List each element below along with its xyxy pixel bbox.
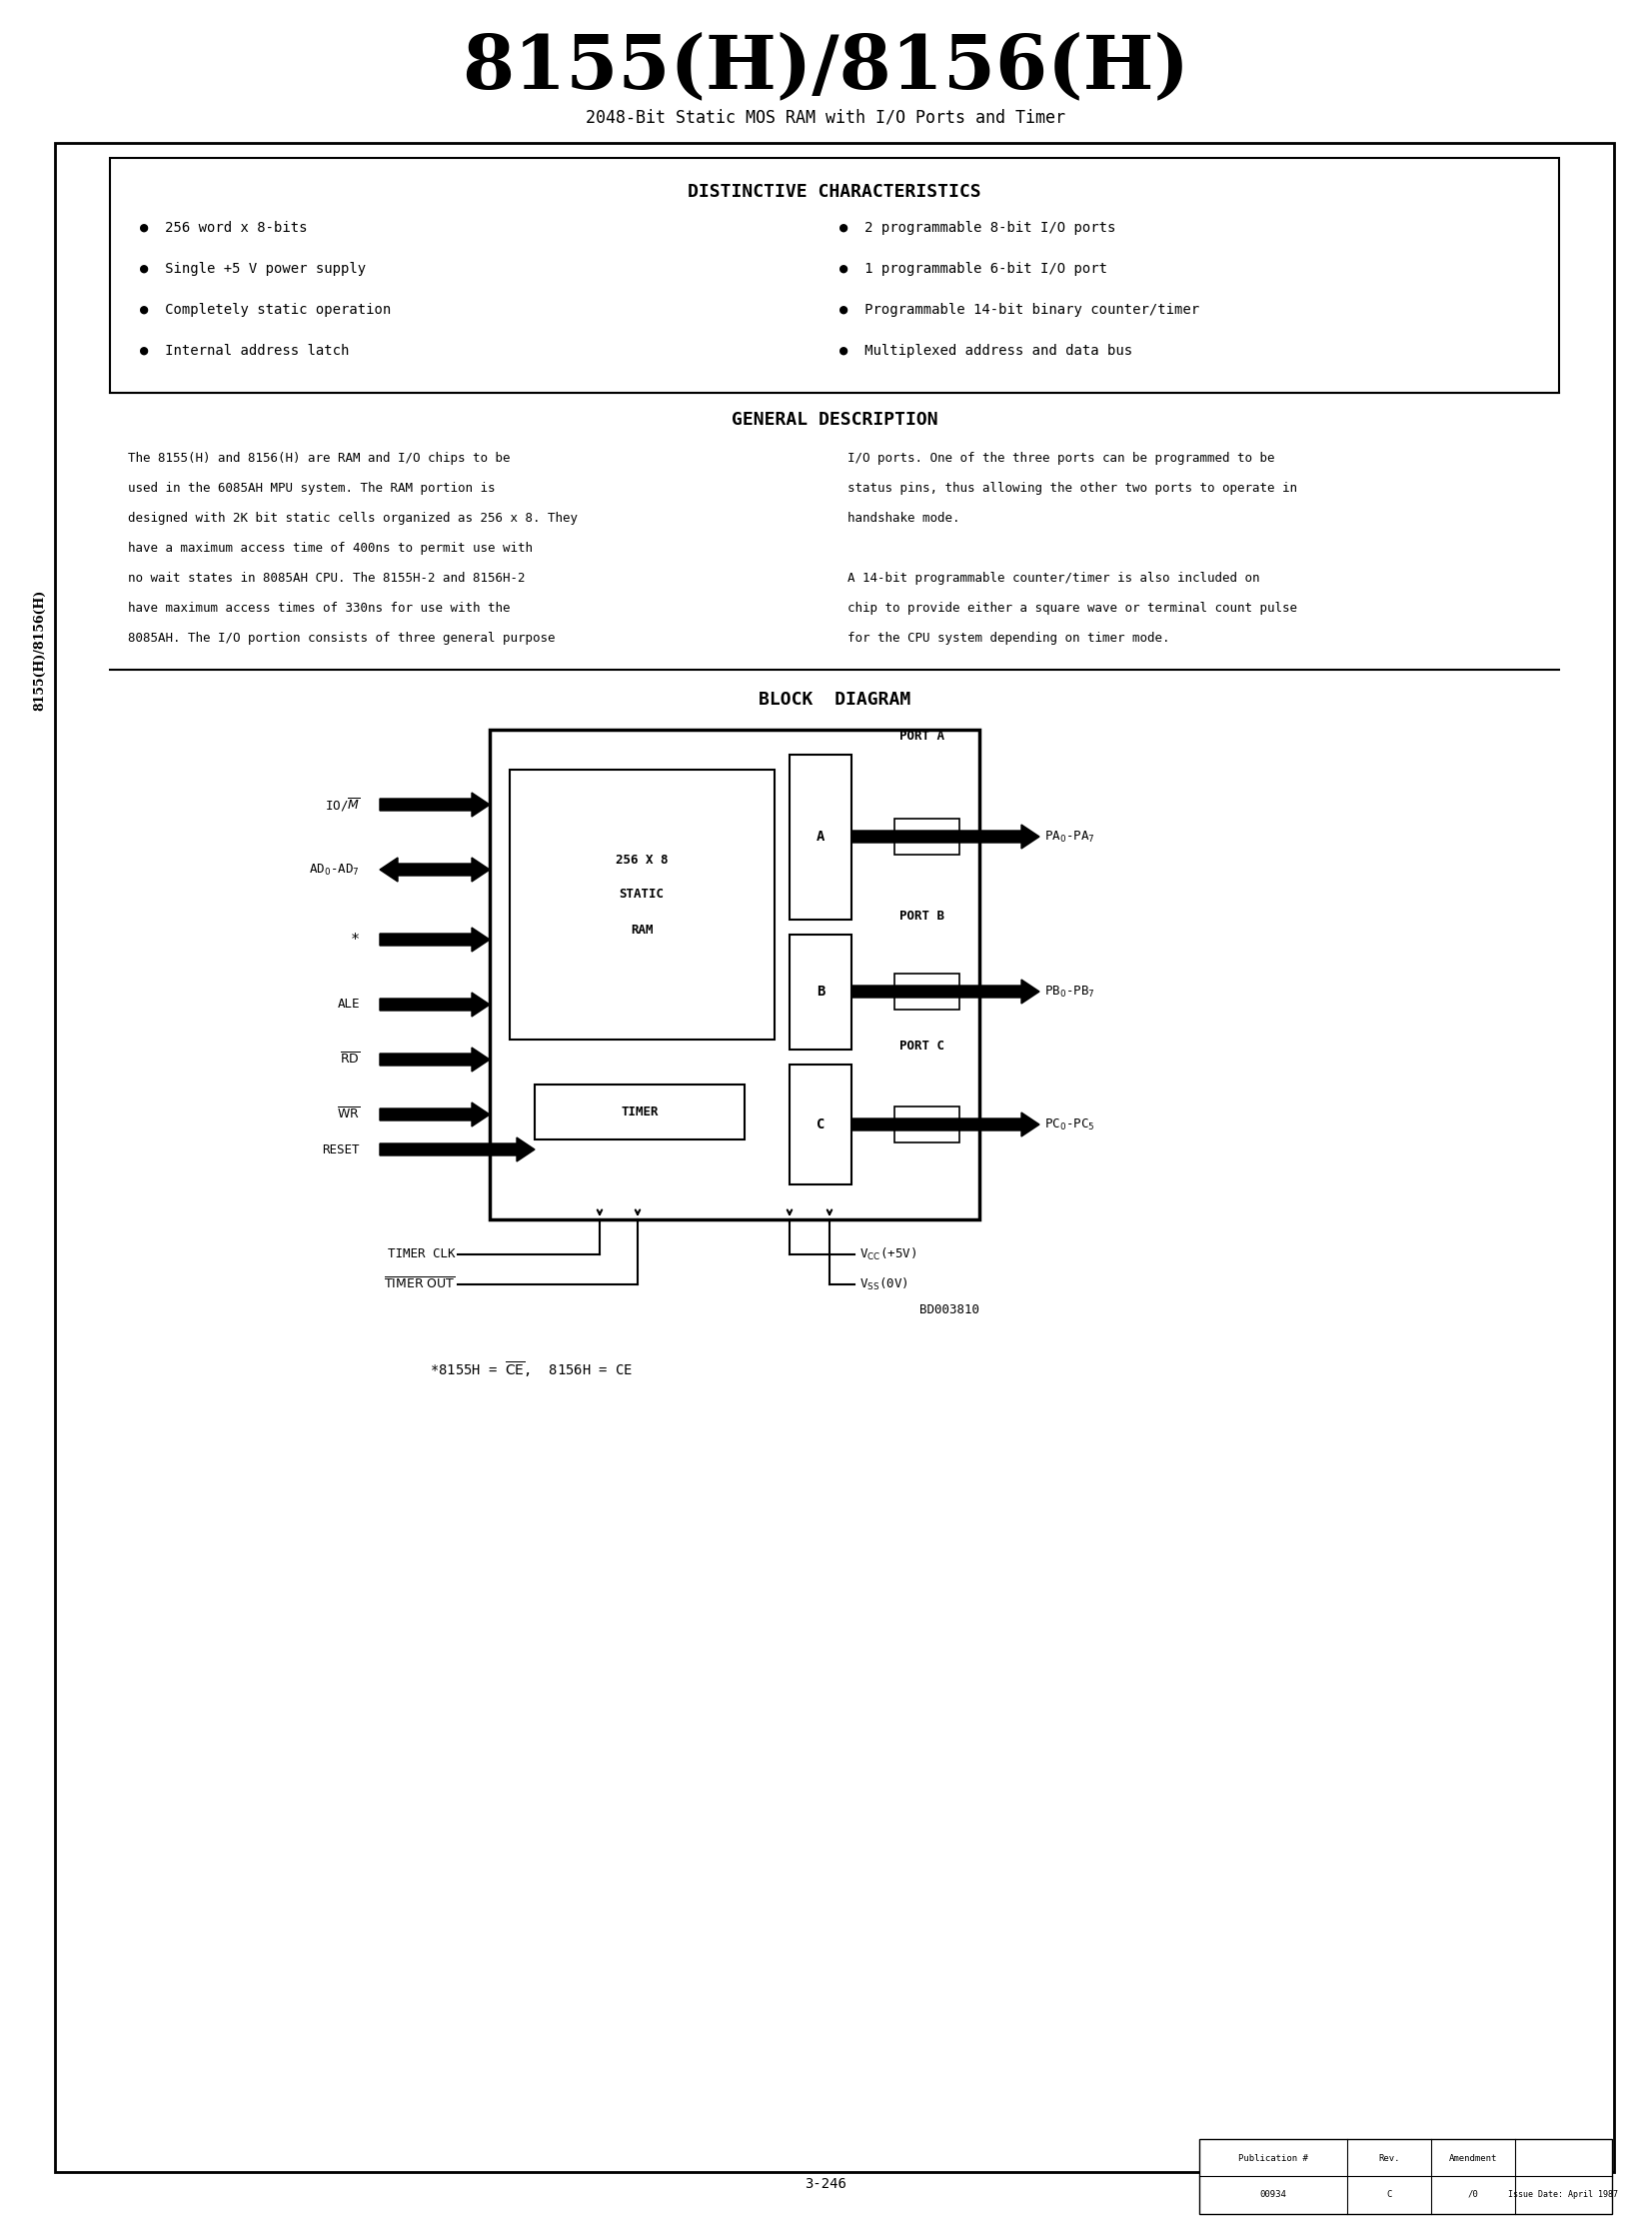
Text: *: * — [350, 933, 360, 946]
Text: no wait states in 8085AH CPU. The 8155H-2 and 8156H-2: no wait states in 8085AH CPU. The 8155H-… — [127, 572, 525, 585]
Text: AD$_0$-AD$_7$: AD$_0$-AD$_7$ — [309, 861, 360, 877]
Polygon shape — [851, 979, 1039, 1004]
Text: 8085AH. The I/O portion consists of three general purpose: 8085AH. The I/O portion consists of thre… — [127, 632, 555, 646]
Polygon shape — [851, 1113, 1039, 1137]
Polygon shape — [380, 928, 489, 951]
Bar — [489, 730, 980, 1220]
Text: C: C — [1386, 2190, 1393, 2199]
Bar — [790, 755, 851, 919]
Text: 3-246: 3-246 — [805, 2177, 846, 2190]
Text: BLOCK  DIAGRAM: BLOCK DIAGRAM — [758, 690, 910, 708]
Text: status pins, thus allowing the other two ports to operate in: status pins, thus allowing the other two… — [847, 481, 1297, 494]
Text: ●  Programmable 14-bit binary counter/timer: ● Programmable 14-bit binary counter/tim… — [839, 303, 1199, 316]
Bar — [510, 770, 775, 1040]
Polygon shape — [380, 1102, 489, 1126]
Text: have maximum access times of 330ns for use with the: have maximum access times of 330ns for u… — [127, 601, 510, 614]
Text: 8155(H)/8156(H): 8155(H)/8156(H) — [33, 590, 46, 710]
Text: TIMER: TIMER — [621, 1104, 659, 1117]
Text: $\overline{\mathrm{WR}}$: $\overline{\mathrm{WR}}$ — [337, 1106, 360, 1122]
Text: for the CPU system depending on timer mode.: for the CPU system depending on timer mo… — [847, 632, 1170, 646]
Text: ●  Multiplexed address and data bus: ● Multiplexed address and data bus — [839, 343, 1132, 358]
Text: DISTINCTIVE CHARACTERISTICS: DISTINCTIVE CHARACTERISTICS — [687, 183, 981, 200]
Text: PORT C: PORT C — [899, 1040, 945, 1053]
Text: PB$_0$-PB$_7$: PB$_0$-PB$_7$ — [1044, 984, 1095, 999]
Polygon shape — [380, 1137, 535, 1162]
Text: ●  Single +5 V power supply: ● Single +5 V power supply — [140, 263, 365, 276]
Polygon shape — [380, 1048, 489, 1071]
Text: /0: /0 — [1467, 2190, 1479, 2199]
Text: PORT A: PORT A — [899, 730, 945, 743]
Text: Amendment: Amendment — [1449, 2153, 1497, 2161]
Text: ●  256 word x 8-bits: ● 256 word x 8-bits — [140, 220, 307, 236]
Text: ●  Completely static operation: ● Completely static operation — [140, 303, 392, 316]
Text: used in the 6085AH MPU system. The RAM portion is: used in the 6085AH MPU system. The RAM p… — [127, 481, 496, 494]
Text: 8: 8 — [923, 830, 930, 844]
Bar — [894, 819, 960, 855]
Text: $\overline{\mathrm{TIMER\ OUT}}$: $\overline{\mathrm{TIMER\ OUT}}$ — [383, 1278, 454, 1291]
Text: C: C — [816, 1117, 824, 1131]
Polygon shape — [380, 857, 489, 881]
Text: ●  1 programmable 6-bit I/O port: ● 1 programmable 6-bit I/O port — [839, 263, 1107, 276]
Bar — [790, 935, 851, 1048]
Text: BD003810: BD003810 — [920, 1302, 980, 1316]
Text: 6: 6 — [923, 1117, 930, 1131]
Text: IO/$\overline{M}$: IO/$\overline{M}$ — [324, 797, 360, 812]
Polygon shape — [380, 792, 489, 817]
Text: 2048-Bit Static MOS RAM with I/O Ports and Timer: 2048-Bit Static MOS RAM with I/O Ports a… — [586, 109, 1066, 127]
Text: Publication #: Publication # — [1239, 2153, 1308, 2161]
Text: 00934: 00934 — [1260, 2190, 1287, 2199]
Text: STATIC: STATIC — [620, 888, 664, 902]
Text: ●  Internal address latch: ● Internal address latch — [140, 343, 349, 358]
Bar — [111, 158, 1559, 392]
Text: Rev.: Rev. — [1378, 2153, 1399, 2161]
Text: 256 X 8: 256 X 8 — [616, 853, 667, 866]
Text: ALE: ALE — [337, 997, 360, 1011]
Text: PC$_0$-PC$_5$: PC$_0$-PC$_5$ — [1044, 1117, 1095, 1133]
Text: Issue Date: April 1987: Issue Date: April 1987 — [1508, 2190, 1617, 2199]
Text: chip to provide either a square wave or terminal count pulse: chip to provide either a square wave or … — [847, 601, 1297, 614]
Text: I/O ports. One of the three ports can be programmed to be: I/O ports. One of the three ports can be… — [847, 452, 1275, 465]
Polygon shape — [380, 993, 489, 1017]
Text: GENERAL DESCRIPTION: GENERAL DESCRIPTION — [732, 412, 938, 430]
Text: designed with 2K bit static cells organized as 256 x 8. They: designed with 2K bit static cells organi… — [127, 512, 578, 525]
Text: TIMER CLK: TIMER CLK — [387, 1249, 454, 1260]
Text: A 14-bit programmable counter/timer is also included on: A 14-bit programmable counter/timer is a… — [847, 572, 1260, 585]
Bar — [894, 1106, 960, 1142]
Text: $\overline{\mathrm{RD}}$: $\overline{\mathrm{RD}}$ — [339, 1053, 360, 1066]
Text: handshake mode.: handshake mode. — [847, 512, 960, 525]
Text: PA$_0$-PA$_7$: PA$_0$-PA$_7$ — [1044, 828, 1095, 844]
Text: 8155(H)/8156(H): 8155(H)/8156(H) — [463, 31, 1189, 105]
Text: The 8155(H) and 8156(H) are RAM and I/O chips to be: The 8155(H) and 8156(H) are RAM and I/O … — [127, 452, 510, 465]
Text: have a maximum access time of 400ns to permit use with: have a maximum access time of 400ns to p… — [127, 541, 532, 554]
Text: RAM: RAM — [631, 924, 653, 937]
Polygon shape — [851, 824, 1039, 848]
Text: *8155H = $\overline{\mathrm{CE}}$,  8156H = CE: *8155H = $\overline{\mathrm{CE}}$, 8156H… — [430, 1360, 633, 1380]
Text: V$_{\mathrm{CC}}$(+5V): V$_{\mathrm{CC}}$(+5V) — [859, 1247, 917, 1262]
Bar — [1199, 2139, 1612, 2215]
Bar — [894, 973, 960, 1011]
Text: 8: 8 — [923, 986, 930, 997]
Text: A: A — [816, 830, 824, 844]
Bar — [535, 1084, 745, 1140]
Text: V$_{\mathrm{SS}}$(0V): V$_{\mathrm{SS}}$(0V) — [859, 1275, 909, 1293]
Text: B: B — [816, 984, 824, 999]
Text: PORT B: PORT B — [899, 910, 945, 924]
Text: ●  2 programmable 8-bit I/O ports: ● 2 programmable 8-bit I/O ports — [839, 220, 1115, 236]
Text: RESET: RESET — [322, 1142, 360, 1155]
Bar — [790, 1064, 851, 1184]
